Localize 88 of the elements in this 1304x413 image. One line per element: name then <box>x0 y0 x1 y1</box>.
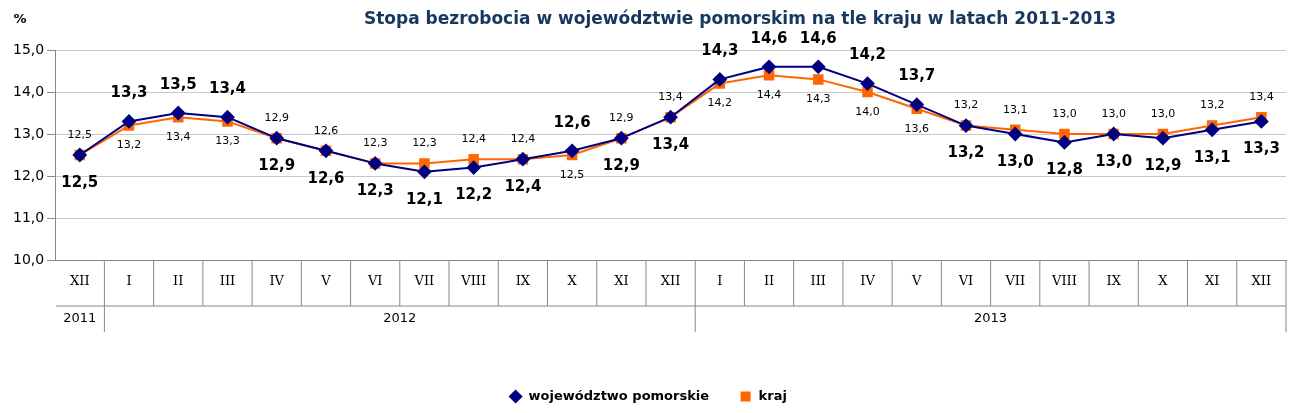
x-tick-label: V <box>911 273 923 289</box>
x-tick-label: V <box>320 273 332 289</box>
x-tick-label: VI <box>366 273 383 289</box>
data-label: 13,4 <box>658 90 683 104</box>
data-label: 12,6 <box>313 123 339 137</box>
data-label: 12,4 <box>504 177 542 196</box>
legend-label: województwo pomorskie <box>528 387 710 403</box>
x-tick-label: VIII <box>1051 273 1077 289</box>
text: 2011 <box>63 310 97 326</box>
x-tick-label: VII <box>1004 273 1026 289</box>
data-label: 13,0 <box>1052 106 1077 120</box>
data-label: 13,2 <box>1199 98 1225 112</box>
data-label: 12,9 <box>264 111 289 125</box>
data-label: 14,6 <box>750 28 788 47</box>
data-label: 12,6 <box>553 112 591 131</box>
data-label: 13,6 <box>904 121 929 135</box>
data-label: 13,7 <box>898 66 936 85</box>
data-label: 13,0 <box>1150 106 1176 120</box>
data-label: 12,4 <box>510 132 536 146</box>
data-label: 14,2 <box>707 96 733 110</box>
data-label: 14,6 <box>799 28 837 47</box>
y-tick-label: 15,0 <box>13 40 45 57</box>
x-tick-label: II <box>763 273 775 289</box>
data-label: 13,0 <box>1101 106 1126 120</box>
data-label: 12,9 <box>602 156 640 175</box>
x-tick-label: I <box>126 273 132 289</box>
y-tick-label: 14,0 <box>13 82 45 99</box>
x-tick-label: IV <box>860 273 876 289</box>
data-label: 12,3 <box>362 136 388 150</box>
x-tick-label: II <box>173 273 184 289</box>
text: 2013 <box>974 310 1008 326</box>
data-label: 12,5 <box>559 167 585 181</box>
data-label: 14,4 <box>756 88 782 102</box>
data-label: 13,3 <box>110 83 148 102</box>
data-label: 13,2 <box>116 138 142 152</box>
data-label: 13,2 <box>947 143 985 162</box>
data-label: 13,3 <box>215 134 240 148</box>
text: 2012 <box>383 310 417 326</box>
x-tick-label: VI <box>957 273 974 289</box>
legend-label: kraj <box>758 387 787 403</box>
data-label: 13,3 <box>1242 139 1280 158</box>
data-label: 12,8 <box>1045 160 1083 179</box>
data-label: 13,1 <box>1002 102 1028 116</box>
data-label: 12,2 <box>455 185 493 204</box>
x-tick-label: III <box>810 273 826 289</box>
data-label: 13,2 <box>953 98 979 112</box>
y-tick-label: 10,0 <box>13 250 45 267</box>
data-label: 13,5 <box>159 74 197 93</box>
data-label: 13,4 <box>652 135 690 154</box>
x-tick-label: XII <box>1251 273 1272 289</box>
data-label: 13,0 <box>1095 151 1133 170</box>
data-label: 13,4 <box>208 79 246 98</box>
data-label: 14,3 <box>701 41 739 60</box>
data-label: 14,2 <box>849 45 887 64</box>
y-tick-label: 13,0 <box>13 124 45 141</box>
x-tick-label: XI <box>1204 273 1220 289</box>
chart-title: Stopa bezrobocia w województwie pomorskim na tle kraju w latach 2011-2013 <box>363 8 1117 29</box>
data-label: 12,9 <box>1144 156 1182 175</box>
x-tick-label: X <box>1158 273 1169 289</box>
data-label: 12,9 <box>258 156 296 175</box>
data-label: 13,0 <box>996 151 1034 170</box>
x-tick-label: IX <box>515 273 531 289</box>
data-label: 14,3 <box>806 92 831 106</box>
data-label: 12,3 <box>356 181 394 200</box>
x-tick-label: XI <box>614 273 629 289</box>
data-label: 14,0 <box>855 104 880 118</box>
x-tick-label: VII <box>413 273 435 289</box>
x-tick-label: VIII <box>460 273 487 289</box>
data-label: 12,4 <box>461 132 486 146</box>
x-tick-label: I <box>717 273 723 289</box>
y-axis-title: % <box>13 11 27 27</box>
x-tick-label: XII <box>70 273 90 289</box>
y-tick-label: 11,0 <box>13 208 45 225</box>
data-label: 12,3 <box>412 136 437 150</box>
x-tick-label: IV <box>269 273 285 289</box>
data-label: 13,4 <box>1249 90 1274 104</box>
data-label: 12,5 <box>61 172 99 191</box>
data-label: 12,5 <box>67 127 93 141</box>
data-label: 12,9 <box>609 111 634 125</box>
data-label: 13,1 <box>1193 147 1231 166</box>
x-tick-label: III <box>219 273 236 289</box>
x-tick-label: IX <box>1106 273 1122 289</box>
data-label: 12,1 <box>405 189 443 208</box>
y-tick-label: 12,0 <box>13 166 45 183</box>
x-tick-label: XII <box>660 273 681 289</box>
data-label: 12,6 <box>307 168 345 187</box>
data-label: 13,4 <box>166 130 191 144</box>
x-tick-label: X <box>567 273 578 289</box>
